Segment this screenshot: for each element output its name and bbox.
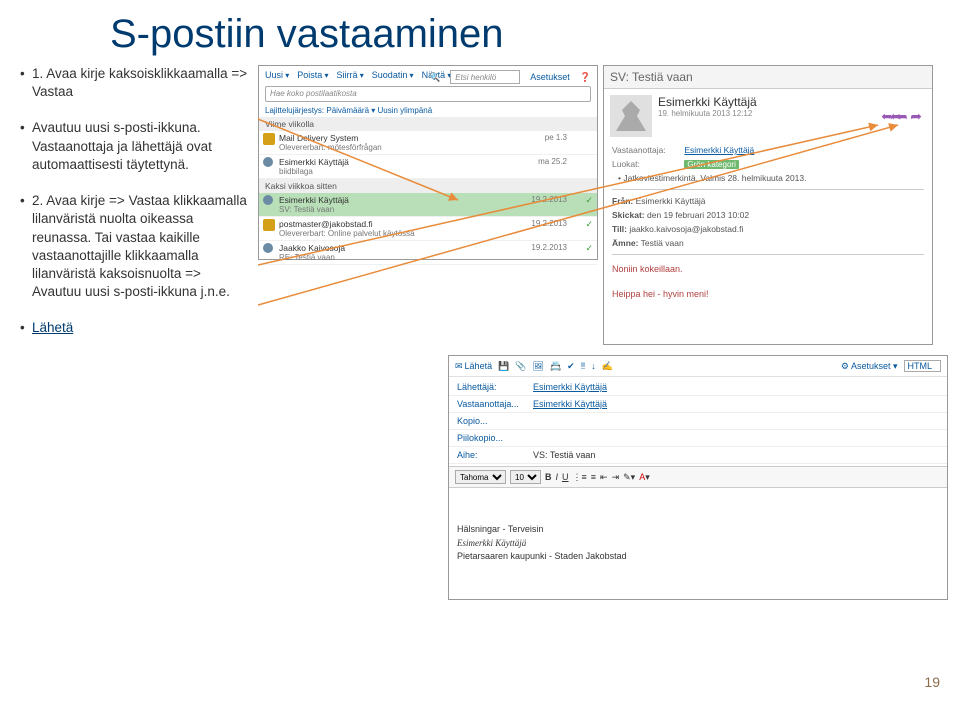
mail-row[interactable]: Esimerkki Käyttäjäbiidbilaga ma 25.2 [259,155,597,179]
bullet-2: Avautuu uusi s-posti-ikkuna. Vastaanotta… [32,119,250,174]
cc-field[interactable] [529,418,947,424]
font-select[interactable]: Tahoma [455,470,506,484]
mail-row[interactable]: Mail Delivery SystemOlevererbart: mötesf… [259,131,597,155]
indent-icon[interactable]: ⇥ [612,472,620,483]
compose-body[interactable]: Hälsningar - Terveisin Esimerkki Käyttäj… [449,488,947,572]
send-button[interactable]: ✉ Lähetä [455,361,492,372]
filter-button[interactable]: Suodatin [372,70,414,80]
move-button[interactable]: Siirrä [337,70,364,80]
outdent-icon[interactable]: ⇤ [600,472,608,483]
page-title: S-postiin vastaaminen [110,12,940,57]
settings-link[interactable]: Asetukset [530,72,570,82]
reply-icons: ➦ ➦➦ ➦ [881,95,926,137]
find-person-input[interactable]: Etsi henkilö [450,70,520,84]
arrow-icon[interactable]: ↓ [591,361,596,371]
search-input[interactable]: Hae koko postilaatikosta [265,86,591,102]
subject-field[interactable]: VS: Testiä vaan [529,447,947,463]
reply-all-icon[interactable]: ➦➦ [896,108,907,125]
mail-row-selected[interactable]: Esimerkki KäyttäjäSV: Testiä vaan 19.2.2… [259,193,597,217]
underline-button[interactable]: U [562,472,569,482]
size-select[interactable]: 10 [510,470,541,484]
to-field[interactable]: Esimerkki Käyttäjä [529,396,947,412]
delete-button[interactable]: Poista [297,70,328,80]
reply-icon[interactable]: ➦ [881,108,893,125]
preview-screenshot: SV: Testiä vaan Esimerkki Käyttäjä 19. h… [603,65,933,345]
check-icon[interactable]: ✔ [567,361,575,372]
new-button[interactable]: Uusi [265,70,289,80]
preview-subject: SV: Testiä vaan [604,66,932,89]
flag-icon[interactable]: ‼ [581,361,586,371]
mail-icon [263,133,275,145]
sort-label[interactable]: Lajittelujärjestys: Päivämäärä ▾ Uusin y… [259,104,597,117]
bcc-field[interactable] [529,435,947,441]
instruction-panel: •1. Avaa kirje kaksoisklikkaamalla => Va… [20,65,250,356]
settings-button[interactable]: ⚙ Asetukset ▾ [841,361,898,372]
sign-icon[interactable]: ✍ [602,361,613,372]
forward-icon[interactable]: ➦ [910,108,922,125]
search-icon[interactable]: 🔍 [429,72,440,83]
highlight-icon[interactable]: ✎▾ [623,472,635,483]
sender-name: Esimerkki Käyttäjä [658,95,875,109]
inbox-screenshot: 🔍 Etsi henkilö Asetukset ❓ Uusi Poista S… [258,65,598,260]
avatar [610,95,652,137]
person-icon [263,243,275,255]
format-toolbar: Tahoma 10 B I U ⋮≡ ≡ ⇤ ⇥ ✎▾ A▾ [449,466,947,488]
bullet-3: 2. Avaa kirje => Vastaa klikkaamalla lil… [32,192,250,301]
page-number: 19 [924,674,940,690]
fontcolor-icon[interactable]: A▾ [639,472,650,483]
save-icon[interactable]: 💾 [498,361,509,372]
bullets-icon[interactable]: ⋮≡ [573,472,587,483]
mail-row[interactable]: Jaakko KaivosojaRE: Testiä vaan 19.2.201… [259,241,597,265]
group-lastweek: Viime viikolla [259,117,597,131]
bullet-send: Lähetä [32,319,250,337]
bold-button[interactable]: B [545,472,552,482]
numbers-icon[interactable]: ≡ [591,472,596,482]
msg-body-1: Noniin kokeillaan. [612,263,924,276]
italic-button[interactable]: I [556,472,559,482]
help-icon[interactable]: ❓ [580,72,591,83]
picture-icon[interactable]: 🖼 [533,361,544,372]
msg-body-2: Heippa hei - hyvin meni! [612,288,924,301]
bullet-1: 1. Avaa kirje kaksoisklikkaamalla => Vas… [32,65,250,101]
from-field[interactable]: Esimerkki Käyttäjä [529,379,947,395]
mail-row[interactable]: postmaster@jakobstad.fiOlevererbart: Onl… [259,217,597,241]
attach-icon[interactable]: 📎 [515,361,526,372]
html-select[interactable]: HTML [904,360,942,372]
mail-icon [263,219,275,231]
person-icon [263,195,275,207]
group-twoweeks: Kaksi viikkoa sitten [259,179,597,193]
compose-screenshot: ✉ Lähetä 💾 📎 🖼 📇 ✔ ‼ ↓ ✍ ⚙ Asetukset ▾ H… [448,355,948,600]
person-icon [263,157,275,169]
address-icon[interactable]: 📇 [550,361,561,372]
sent-date: 19. helmikuuta 2013 12:12 [658,109,875,118]
